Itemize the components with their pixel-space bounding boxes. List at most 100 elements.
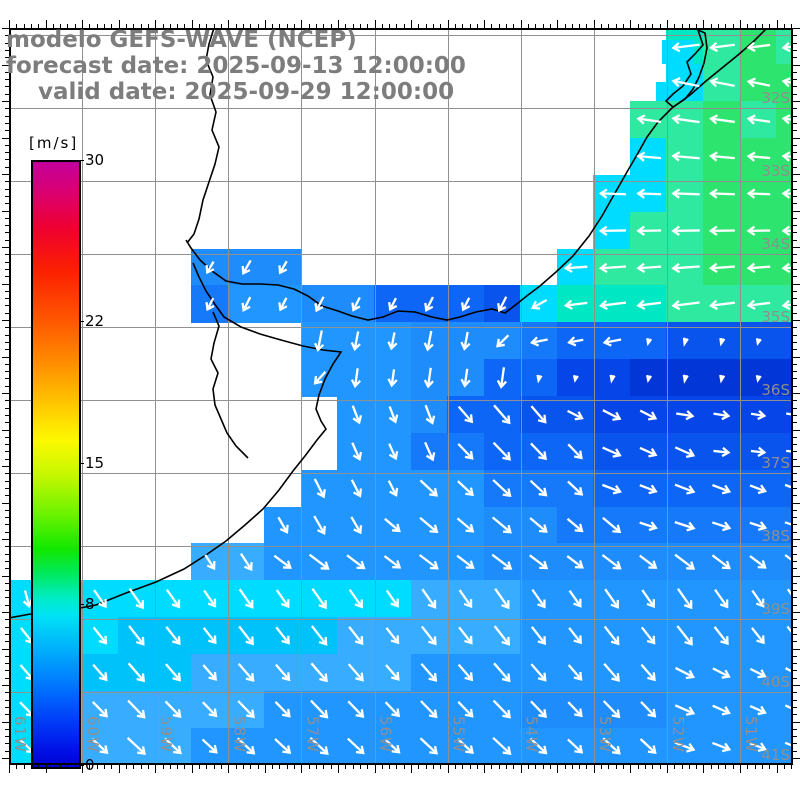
axis-tick xyxy=(740,20,741,28)
axis-tick xyxy=(703,765,705,773)
axis-tick xyxy=(793,758,800,759)
axis-tick xyxy=(793,371,797,373)
colorbar-tick-mark xyxy=(79,160,84,161)
longitude-label: 54W xyxy=(522,716,541,753)
axis-tick xyxy=(440,765,442,769)
wind-cell xyxy=(556,432,595,471)
wind-cell xyxy=(629,432,668,471)
axis-tick xyxy=(793,290,797,292)
wind-cell xyxy=(739,248,778,287)
wind-cell xyxy=(739,396,778,434)
axis-tick xyxy=(374,765,376,773)
wind-cell xyxy=(191,543,229,582)
axis-tick xyxy=(454,765,456,769)
axis-tick xyxy=(659,765,661,769)
wind-cell xyxy=(483,653,522,692)
colorbar-tick-label: 22 xyxy=(85,312,105,331)
wind-cell xyxy=(410,580,449,619)
wind-cell xyxy=(776,543,793,582)
wind-cell xyxy=(739,28,778,66)
wind-cell xyxy=(556,580,595,619)
wind-cell xyxy=(776,248,793,287)
wind-cell xyxy=(520,653,558,692)
axis-tick xyxy=(793,706,797,708)
wind-cell xyxy=(629,101,668,140)
axis-tick xyxy=(389,765,391,769)
axis-tick xyxy=(793,327,797,329)
wind-cell xyxy=(739,322,778,361)
axis-tick xyxy=(199,765,201,769)
axis-tick xyxy=(294,765,296,769)
wind-cell xyxy=(629,580,668,619)
axis-tick xyxy=(652,765,654,769)
axis-tick xyxy=(793,473,797,475)
wind-cell xyxy=(118,727,156,765)
wind-cell xyxy=(702,211,741,250)
wind-cell xyxy=(410,285,449,324)
axis-tick xyxy=(754,765,756,769)
wind-cell xyxy=(264,690,302,729)
axis-tick xyxy=(308,765,310,769)
wind-cell xyxy=(227,543,266,582)
axis-tick xyxy=(793,400,797,402)
axis-tick xyxy=(2,721,9,723)
wind-cell xyxy=(227,285,266,324)
axis-tick xyxy=(155,20,157,28)
axis-tick xyxy=(793,363,797,365)
axis-tick xyxy=(2,210,9,212)
wind-cell xyxy=(154,580,193,619)
wind-cell xyxy=(776,322,793,361)
axis-tick xyxy=(140,765,142,769)
latitude-label: 37S xyxy=(761,454,790,472)
wind-cell xyxy=(483,359,522,398)
wind-cell xyxy=(374,617,412,656)
wind-cell xyxy=(154,653,193,692)
axis-tick xyxy=(191,20,193,28)
longitude-label: 61W xyxy=(11,716,29,753)
wind-cell xyxy=(410,653,449,692)
axis-tick xyxy=(793,57,797,59)
wind-cell xyxy=(593,506,631,545)
wind-cell xyxy=(556,396,595,434)
wind-cell xyxy=(410,396,449,434)
wind-cell xyxy=(666,359,704,398)
wind-cell xyxy=(520,322,558,361)
longitude-label: 55W xyxy=(449,716,468,753)
axis-tick xyxy=(608,765,610,769)
axis-tick xyxy=(793,305,797,307)
axis-tick xyxy=(793,254,797,256)
wind-cell xyxy=(483,396,522,434)
wind-cell xyxy=(300,469,339,508)
wind-cell xyxy=(666,322,704,361)
axis-tick xyxy=(16,765,18,769)
longitude-label: 53W xyxy=(595,716,614,753)
colorbar-tick-label: 15 xyxy=(85,453,105,472)
axis-tick xyxy=(272,765,274,769)
wind-cell xyxy=(702,359,741,398)
axis-tick xyxy=(740,765,741,773)
wind-cell xyxy=(374,653,412,692)
axis-tick xyxy=(793,480,797,482)
wind-cell xyxy=(483,727,522,765)
wind-cell xyxy=(227,248,266,287)
wind-cell xyxy=(447,285,485,324)
axis-tick xyxy=(469,765,471,769)
axis-tick xyxy=(447,765,449,773)
wind-cell xyxy=(410,322,449,361)
wind-cell xyxy=(520,285,558,324)
wind-cell xyxy=(556,617,595,656)
axis-tick xyxy=(191,765,193,773)
axis-tick xyxy=(228,20,230,28)
axis-tick xyxy=(793,312,797,314)
axis-tick xyxy=(264,20,266,28)
axis-tick xyxy=(177,765,179,769)
wind-cell xyxy=(410,359,449,398)
axis-tick xyxy=(2,575,9,577)
axis-tick xyxy=(118,20,120,28)
wind-cell xyxy=(191,727,229,765)
axis-tick xyxy=(793,429,800,431)
axis-tick xyxy=(447,20,449,28)
axis-tick xyxy=(793,633,797,635)
axis-tick xyxy=(23,765,25,769)
